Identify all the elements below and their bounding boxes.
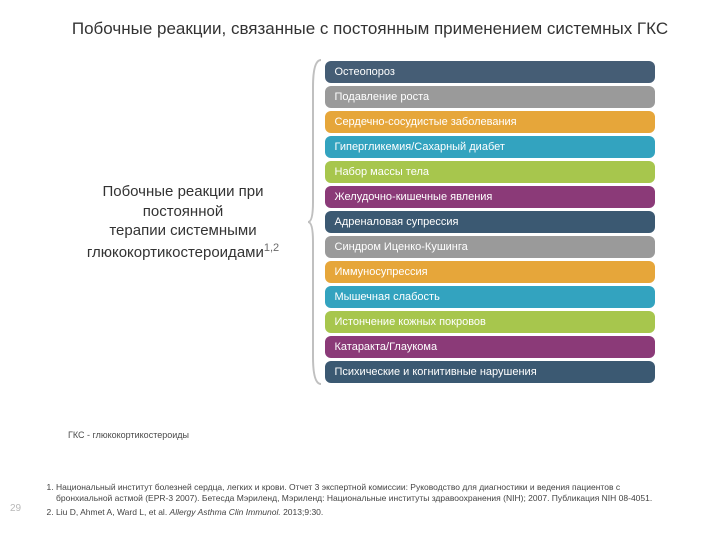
subtitle-block: Побочные реакции при постоянной терапии … (66, 182, 301, 262)
reference-item: Национальный институт болезней сердца, л… (56, 482, 678, 503)
subtitle-line1: Побочные реакции при постоянной (102, 183, 263, 220)
main-content: Побочные реакции при постоянной терапии … (0, 39, 720, 387)
bar-item: Гипергликемия/Сахарный диабет (325, 136, 655, 158)
curly-brace-icon (307, 57, 325, 387)
bar-item: Истончение кожных покровов (325, 311, 655, 333)
reference-item: Liu D, Ahmet A, Ward L, et al. Allergy A… (56, 507, 678, 518)
bar-item: Подавление роста (325, 86, 655, 108)
bar-item: Желудочно-кишечные явления (325, 186, 655, 208)
abbreviation-note: ГКС - глюкокортикостероиды (68, 430, 189, 440)
subtitle-sup: 1,2 (264, 242, 279, 254)
bar-list: Остеопороз Подавление роста Сердечно-сосуд… (325, 61, 655, 383)
subtitle-line2: терапии системными глюкокортикостероидам… (87, 222, 264, 261)
bar-item: Сердечно-сосудистые заболевания (325, 111, 655, 133)
bar-item: Иммуносупрессия (325, 261, 655, 283)
bar-item: Мышечная слабость (325, 286, 655, 308)
bar-item: Остеопороз (325, 61, 655, 83)
slide-title: Побочные реакции, связанные с постоянным… (0, 0, 720, 39)
bar-item: Синдром Иценко-Кушинга (325, 236, 655, 258)
bar-item: Психические и когнитивные нарушения (325, 361, 655, 383)
bar-item: Набор массы тела (325, 161, 655, 183)
bar-item: Адреналовая супрессия (325, 211, 655, 233)
references: Национальный институт болезней сердца, л… (38, 482, 678, 522)
bar-item: Катаракта/Глаукома (325, 336, 655, 358)
page-number: 29 (10, 503, 21, 514)
